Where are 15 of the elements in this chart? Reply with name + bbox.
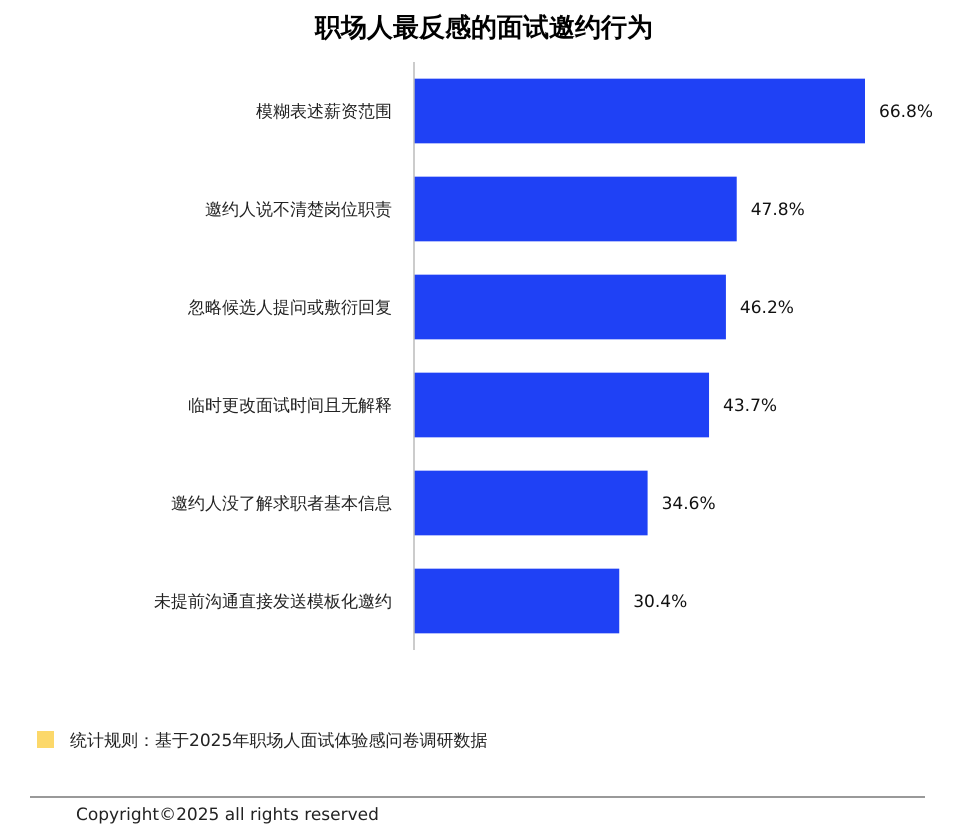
y-tick-label: 临时更改面试时间且无解释	[188, 396, 392, 416]
y-tick-label: 忽略候选人提问或敷衍回复	[187, 298, 392, 318]
data-label: 30.4%	[633, 592, 688, 612]
data-label: 34.6%	[662, 494, 716, 514]
text: 统计规则：基于2025年职场人面试体验感问卷调研数据	[70, 731, 488, 751]
y-tick-label: 邀约人没了解求职者基本信息	[171, 494, 392, 514]
chart-title: 职场人最反感的面试邀约行为	[314, 13, 653, 43]
text: Copyright©2025 all rights reserved	[76, 805, 379, 825]
data-label: 66.8%	[879, 102, 934, 122]
data-label: 46.2%	[740, 298, 794, 318]
y-tick-label: 邀约人说不清楚岗位职责	[205, 200, 392, 220]
y-tick-label: 未提前沟通直接发送模板化邀约	[154, 592, 392, 612]
data-label: 43.7%	[723, 396, 778, 416]
y-tick-label: 模糊表述薪资范围	[256, 102, 392, 122]
data-label: 47.8%	[750, 200, 805, 220]
